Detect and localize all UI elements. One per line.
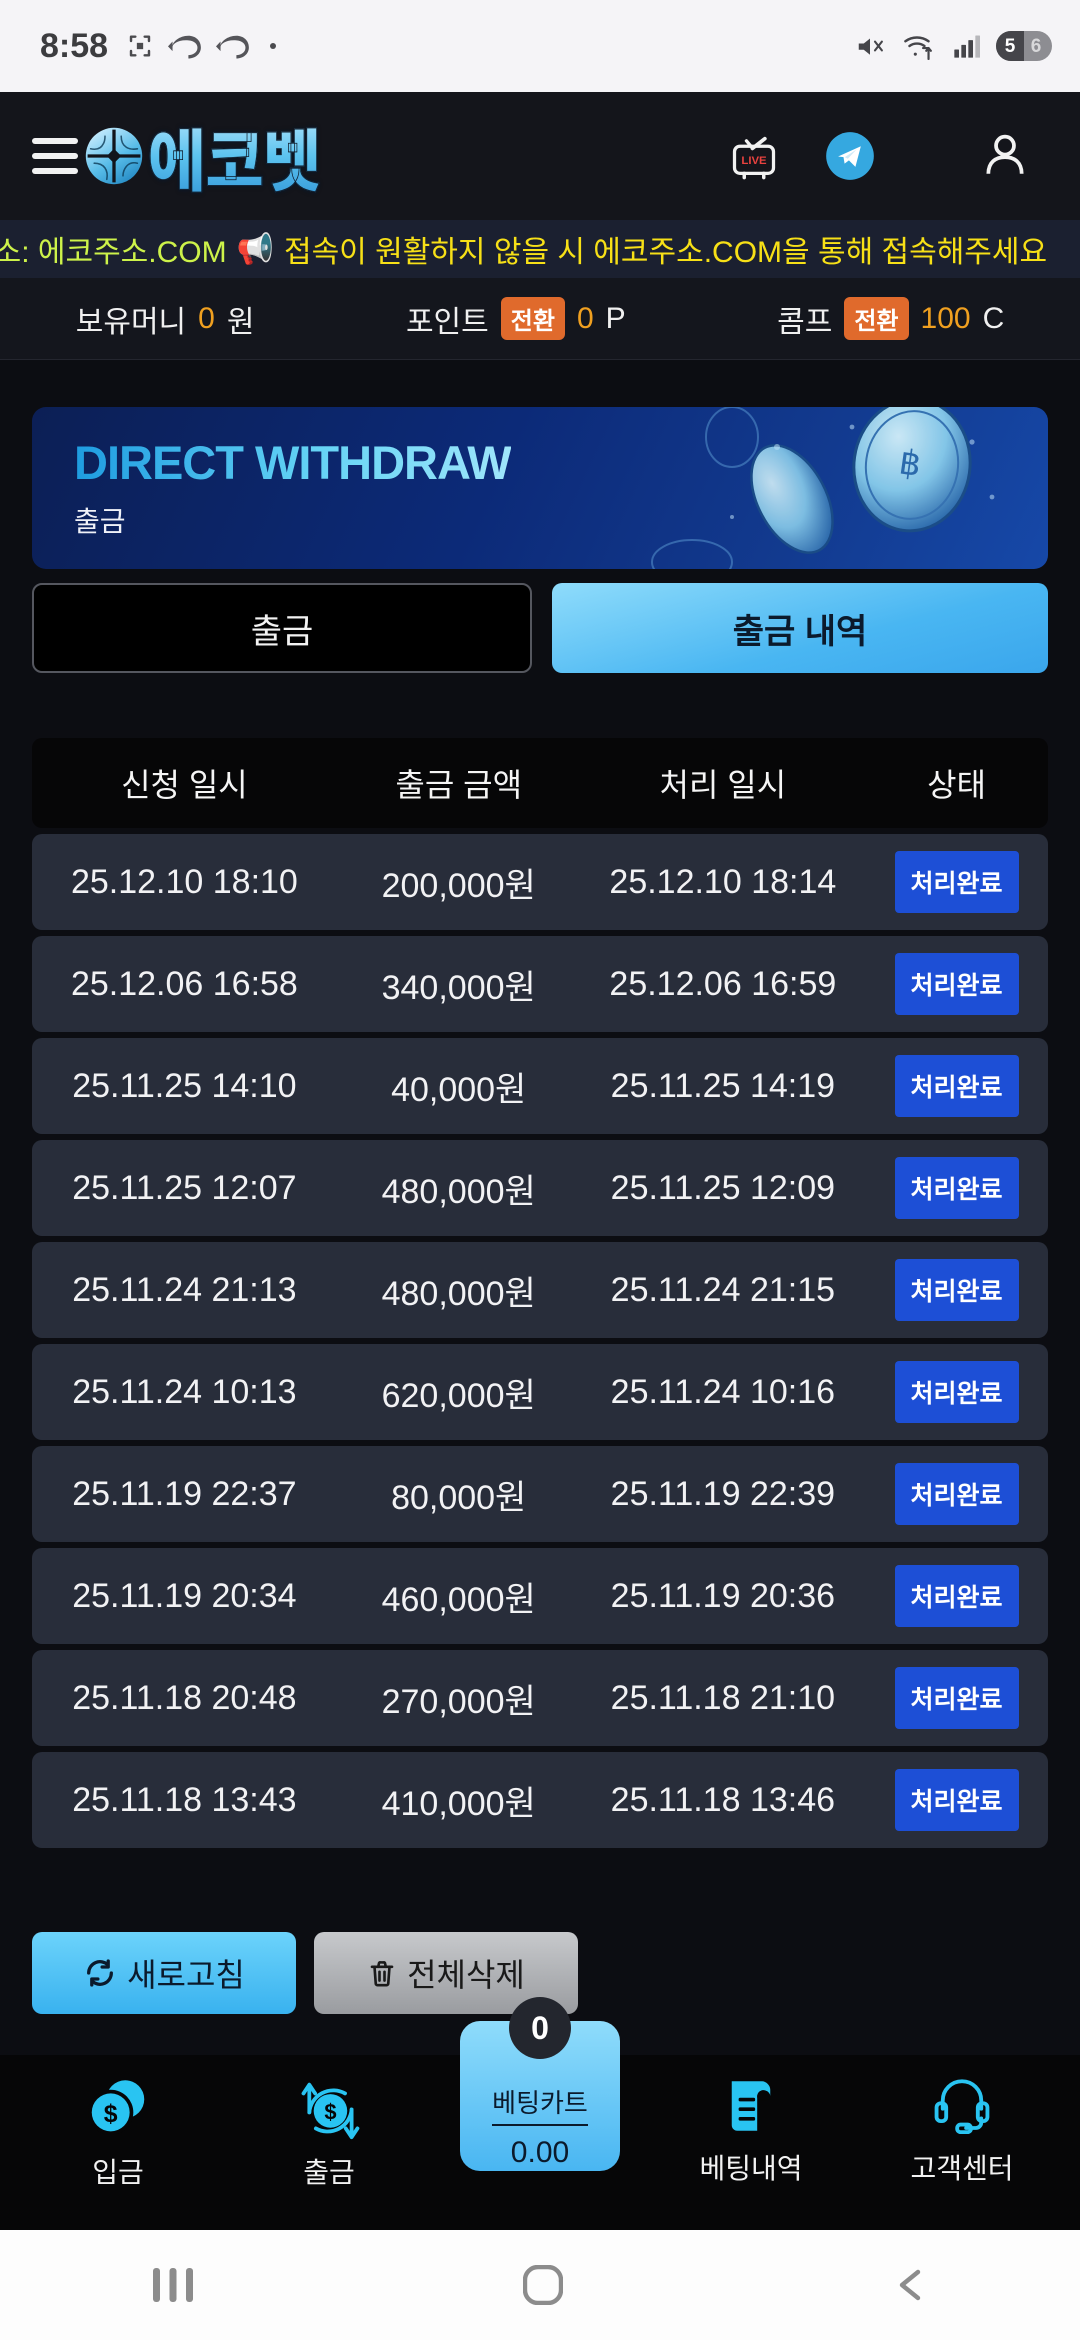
svg-text:LIVE: LIVE xyxy=(741,155,767,167)
svg-text:6: 6 xyxy=(1031,36,1042,57)
svg-text:$: $ xyxy=(104,2101,118,2128)
svg-text:$: $ xyxy=(324,2100,336,2125)
svg-text:5: 5 xyxy=(1005,36,1016,57)
